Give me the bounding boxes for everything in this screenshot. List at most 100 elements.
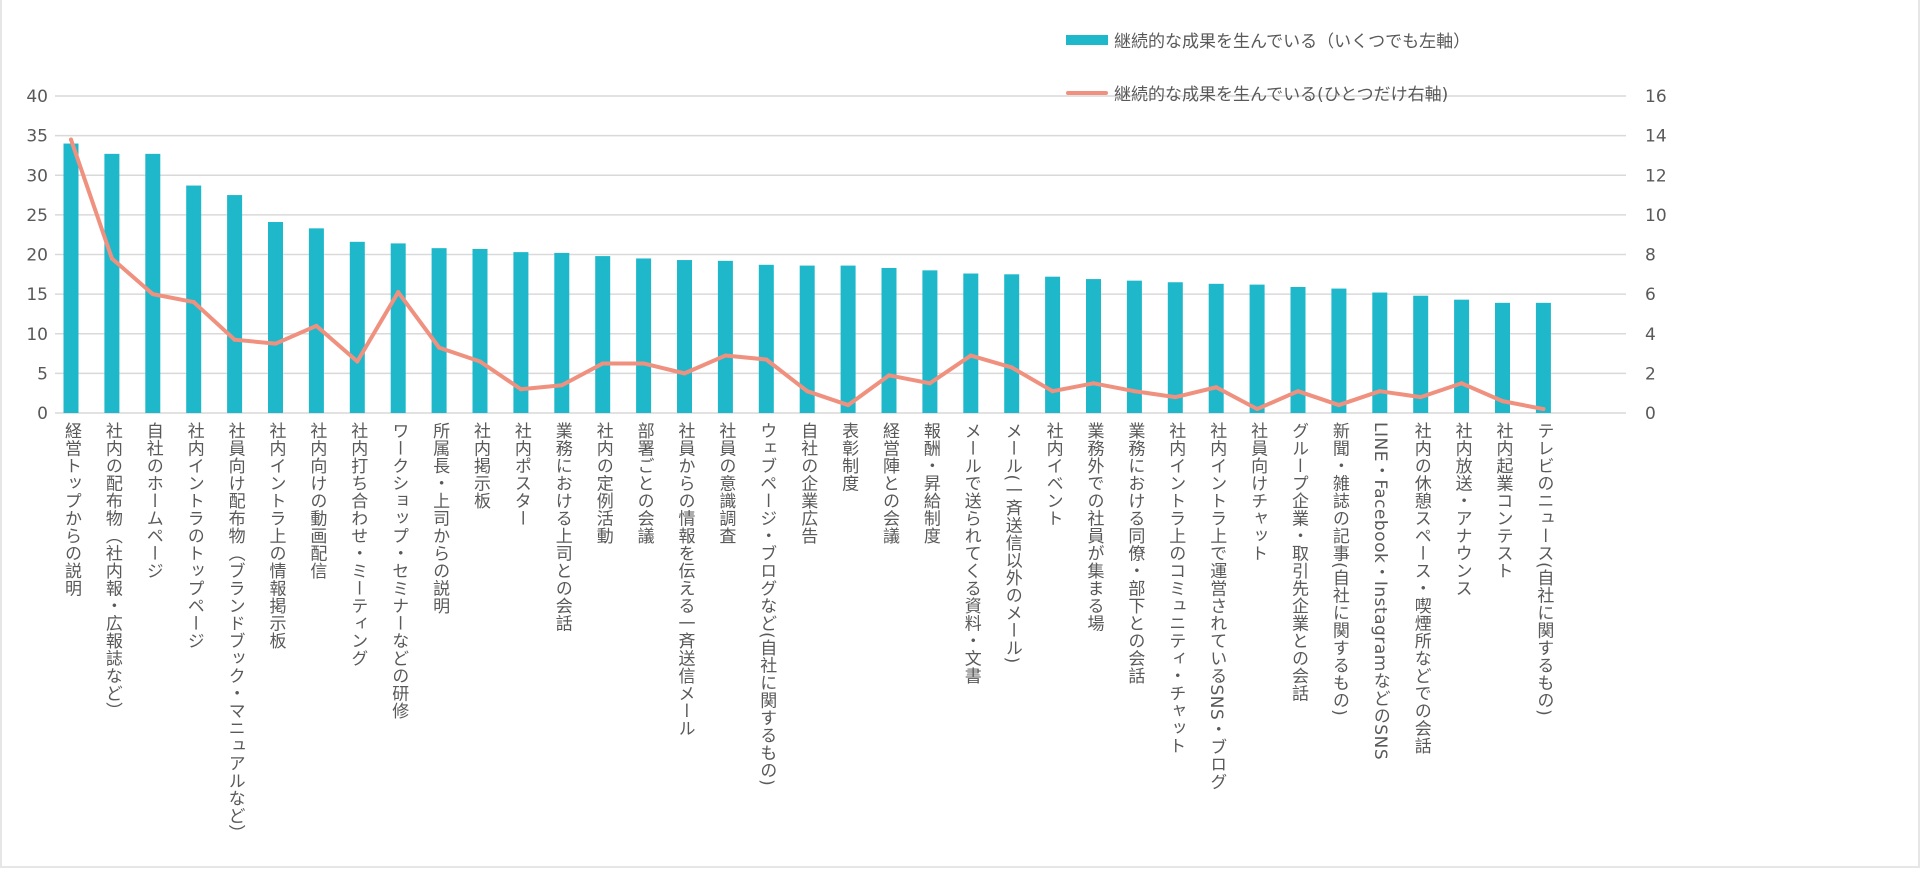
legend-bar-label: 継続的な成果を生んでいる（いくつでも左軸） [1114,32,1471,52]
line-point [232,337,237,342]
x-axis-label: 新聞・雑誌の記事(自社に関するもの) [1328,422,1349,717]
left-axis-tick-label: 0 [37,404,48,424]
x-axis-label: 部署ごとの会議 [633,422,654,545]
x-axis-label: 業務における同僚・部下との会話 [1124,422,1145,685]
line-point [191,300,196,305]
line-point [273,341,278,346]
bar [390,243,406,413]
right-axis-ticks: 0 2 4 6 8 10 12 14 16 [1645,87,1667,424]
x-axis-label: 社内向けの動画配信 [306,422,327,580]
bar [186,185,202,413]
line-point [1173,395,1178,400]
x-axis-label: 社員向けチャット [1247,422,1268,562]
line-point [1050,389,1055,394]
line-point [723,353,728,358]
right-axis-tick-label: 16 [1645,87,1667,107]
right-axis-tick-label: 14 [1645,127,1667,147]
line-point [1214,385,1219,390]
right-axis-tick-label: 8 [1645,246,1656,266]
line-point [927,381,932,386]
line-point [1091,381,1096,386]
line-point [1459,381,1464,386]
bar [1535,302,1551,413]
left-axis-tick-label: 20 [26,246,48,266]
x-axis-label: 社内ポスター [510,422,531,527]
x-axis-label: LINE・Facebook・InstagramなどのSNS [1369,422,1390,761]
left-axis-ticks: 0 5 10 15 20 25 30 35 40 [26,87,48,424]
x-axis-label: 社内打ち合わせ・ミーティング [347,422,368,667]
x-axis-label: 社内の休憩スペース・喫煙所などでの会話 [1410,422,1431,755]
legend-item-line: 継続的な成果を生んでいる(ひとつだけ右軸) [1066,80,1448,105]
legend-bar-swatch [1066,34,1108,45]
x-axis-label: メールで送られてくる資料・文書 [960,422,981,685]
line-point [69,137,73,142]
right-axis-tick-label: 10 [1645,206,1667,226]
bar [636,258,652,413]
bar [145,153,161,414]
right-axis-tick-label: 6 [1645,285,1656,305]
line-point [1296,389,1300,394]
left-axis-tick-label: 35 [26,127,48,147]
x-axis-label: ワークショップ・セミナーなどの研修 [388,422,409,720]
x-axis-label: 経営トップからの説明 [61,422,81,597]
bar [104,153,120,414]
line-point [682,371,687,376]
line-point [314,323,319,328]
bar [1126,280,1142,413]
right-axis-tick-label: 0 [1645,404,1656,424]
legend-item-bar: 継続的な成果を生んでいる（いくつでも左軸） [1066,27,1470,52]
bar [349,241,365,413]
x-axis-label: 社内イントラのトップページ [183,422,204,650]
line-point [1255,407,1260,412]
bar [1167,282,1183,413]
bar [1208,283,1224,413]
line-point [355,359,360,364]
x-axis-label: 社内の定例活動 [592,422,613,545]
bar [963,273,979,413]
bar [268,222,283,413]
bar [1004,274,1020,413]
line-point [1336,403,1341,408]
x-axis-label: 社内掲示板 [470,422,490,510]
bar [1045,276,1061,413]
x-axis-label: グループ企業・取引先企業との会話 [1288,422,1308,702]
x-axis-label: 社内イントラ上で運営されているSNS・ブログ [1206,422,1227,791]
line-point [437,345,442,350]
bar [881,267,897,413]
bar [799,265,815,413]
line-point [478,359,482,364]
line-point [109,256,114,261]
bar [758,264,774,413]
line-point [518,387,523,392]
bar [513,252,529,413]
line-point [1500,399,1505,404]
line-point [846,403,851,408]
x-axis-label: 社員向け配布物（ブランドブック・マニュアルなど） [224,422,245,842]
left-axis-tick-label: 40 [26,87,48,107]
left-axis-tick-label: 5 [37,364,48,384]
bar [1495,302,1510,413]
legend-line-swatch [1066,90,1108,95]
x-axis-label: 自社のホームページ [142,422,163,580]
line-point [968,353,973,358]
right-axis-tick-label: 2 [1645,364,1656,384]
x-axis-label: テレビのニュース(自社に関するもの) [1533,422,1554,717]
bar [308,228,324,413]
line-point [1009,365,1014,370]
bar [227,195,243,413]
x-axis-label: 業務における上司との会話 [551,422,572,632]
bar [1331,288,1347,413]
x-axis-label: ウェブページ・ブログなど(自社に関するもの) [756,422,777,787]
line-point [600,361,605,366]
line-point [1541,407,1546,412]
line-point [764,357,769,362]
left-axis-tick-label: 15 [26,285,48,305]
bar [677,260,692,413]
right-axis-tick-label: 12 [1645,166,1667,186]
bar [1290,286,1306,413]
x-axis-label: 社内イントラ上のコミュニティ・チャット [1165,422,1186,755]
bar [431,248,447,413]
left-axis-tick-label: 30 [26,166,48,186]
